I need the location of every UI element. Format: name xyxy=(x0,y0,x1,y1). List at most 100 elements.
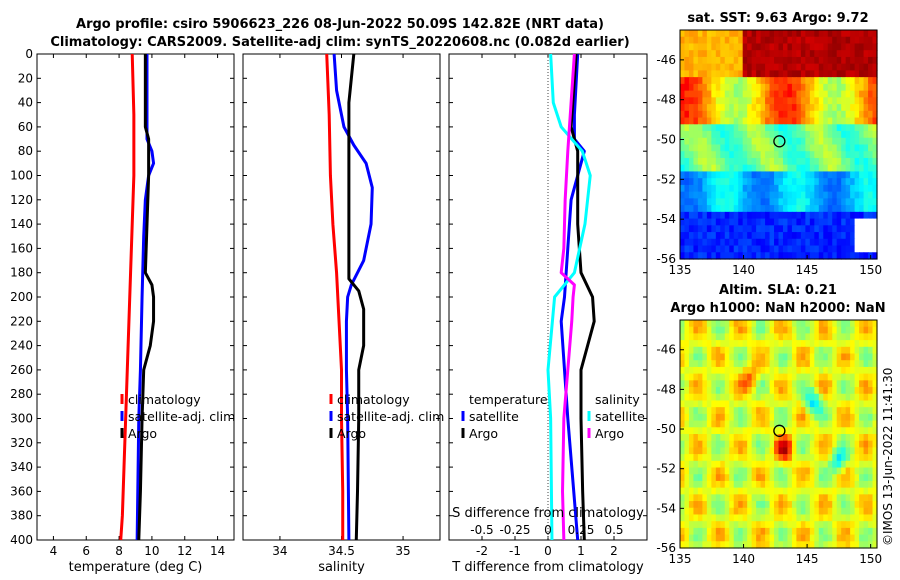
map-cell xyxy=(854,353,860,361)
map-cell xyxy=(859,460,865,469)
map-cell xyxy=(760,521,766,529)
map-cell xyxy=(791,320,798,328)
map-cell xyxy=(769,36,775,45)
map-cell xyxy=(724,63,730,72)
map-cell xyxy=(742,474,748,482)
map-cell xyxy=(760,454,766,462)
map-cell xyxy=(818,144,824,152)
map-cell xyxy=(765,137,771,146)
map-cell xyxy=(836,157,842,166)
map-cell xyxy=(774,541,780,549)
map-cell xyxy=(756,157,762,166)
map-cell xyxy=(818,117,824,125)
map-cell xyxy=(688,211,695,220)
map-cell xyxy=(818,245,824,253)
map-cell xyxy=(868,30,874,38)
map-cell xyxy=(706,427,712,435)
map-cell xyxy=(697,514,703,522)
map-cell xyxy=(814,90,820,98)
map-cell xyxy=(751,360,757,368)
map-cell xyxy=(697,171,703,179)
map-cell xyxy=(706,191,712,199)
map-cell xyxy=(823,474,829,482)
map-cell xyxy=(724,480,730,489)
map-cell xyxy=(711,90,717,98)
map-cell xyxy=(756,366,762,375)
map-cell xyxy=(814,326,820,335)
map-cell xyxy=(774,178,780,186)
map-cell xyxy=(832,90,838,98)
map-cell xyxy=(832,171,838,179)
map-cell xyxy=(814,434,820,442)
map-cell xyxy=(814,447,820,455)
map-cell xyxy=(738,387,744,395)
map-cell xyxy=(796,238,802,247)
map-cell xyxy=(765,373,771,381)
map-cell xyxy=(715,320,721,328)
legend-label: Argo xyxy=(469,426,498,441)
map-cell xyxy=(733,238,739,247)
map-cell xyxy=(738,245,744,253)
map-cell xyxy=(697,232,703,240)
map-cell xyxy=(787,480,793,489)
map-cell xyxy=(809,144,815,152)
map-cell xyxy=(747,460,753,469)
map-cell xyxy=(697,56,703,65)
legend-title-salinity: salinity xyxy=(595,392,640,407)
map-cell xyxy=(751,56,757,65)
map-cell xyxy=(747,514,753,522)
map-cell xyxy=(680,366,686,375)
map-cell xyxy=(818,178,824,186)
map-cell xyxy=(854,340,860,348)
map-cell xyxy=(756,225,762,233)
map-cell xyxy=(782,63,789,72)
map-cell xyxy=(823,104,829,112)
map-cell xyxy=(859,50,865,58)
map-cell xyxy=(742,373,748,381)
map-cell xyxy=(827,198,833,206)
map-cell xyxy=(859,144,865,152)
map-cell xyxy=(791,340,798,348)
map-cell xyxy=(738,171,744,179)
map-cell xyxy=(769,346,775,355)
map-cell xyxy=(863,171,869,179)
map-cell xyxy=(836,460,842,469)
map-cell xyxy=(756,63,762,72)
map-cell xyxy=(688,393,695,402)
map-cell xyxy=(774,501,780,509)
map-cell xyxy=(742,43,748,51)
map-cell xyxy=(787,131,793,139)
map-cell xyxy=(832,460,838,469)
map-cell xyxy=(845,184,851,193)
map-cell xyxy=(765,353,771,361)
map-cell xyxy=(805,124,811,132)
map-cell xyxy=(814,36,820,45)
map-cell xyxy=(800,232,806,240)
map-cell xyxy=(742,420,748,428)
map-cell xyxy=(827,353,833,361)
map-cell xyxy=(724,191,730,199)
map-cell xyxy=(765,97,771,105)
map-cell xyxy=(868,474,874,482)
map-cell xyxy=(872,534,878,542)
map-cell xyxy=(738,487,744,495)
map-cell xyxy=(747,521,753,529)
map-cell xyxy=(738,467,744,475)
map-cell xyxy=(791,157,798,166)
map-cell xyxy=(702,83,708,92)
map-cell xyxy=(850,527,856,536)
map-cell xyxy=(742,238,748,247)
map-cell xyxy=(809,124,815,132)
y-tick-label: 200 xyxy=(10,290,33,304)
map-cell xyxy=(850,70,856,78)
map-cell xyxy=(845,527,851,536)
map-cell xyxy=(863,346,869,355)
map-cell xyxy=(850,427,856,435)
map-cell xyxy=(782,320,789,328)
map-cell xyxy=(845,245,851,253)
map-cell xyxy=(827,151,833,159)
map-cell xyxy=(841,407,847,415)
map-cell xyxy=(823,137,829,146)
map-cell xyxy=(809,245,815,253)
map-cell xyxy=(859,400,865,408)
